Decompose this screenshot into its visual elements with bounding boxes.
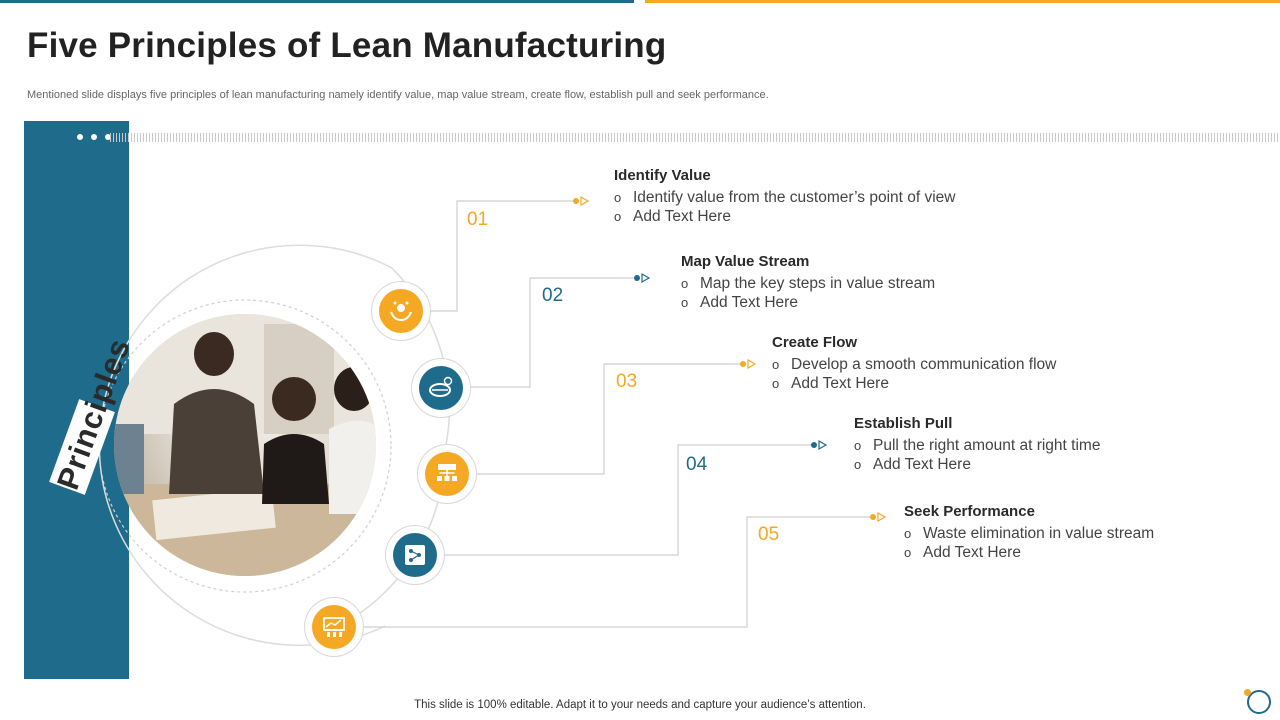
- decorative-hatch-strip: [110, 133, 1280, 142]
- slide-subtitle: Mentioned slide displays five principles…: [27, 89, 769, 101]
- principle-2-bullet-2: o Add Text Here: [681, 294, 798, 311]
- corner-logo-dot: [1244, 689, 1251, 696]
- globe-network-icon: [419, 366, 463, 410]
- principle-1-icon-badge: [372, 282, 430, 340]
- principle-3-title: Create Flow: [772, 334, 858, 351]
- principle-5: Seek Performance o Waste elimination in v…: [904, 503, 1154, 562]
- flowchart-icon: [425, 452, 469, 496]
- hands-value-icon: [379, 289, 423, 333]
- slide-title: Five Principles of Lean Manufacturing: [27, 26, 667, 65]
- principle-3-icon-badge: [418, 445, 476, 503]
- principle-2-number: 02: [542, 285, 564, 306]
- principle-5-bullet-1: o Waste elimination in value stream: [904, 525, 1155, 542]
- principle-1-title: Identify Value: [614, 167, 711, 184]
- principle-3-number: 03: [616, 371, 638, 392]
- process-board-icon: [393, 533, 437, 577]
- principle-5-icon-badge: [305, 598, 363, 656]
- principle-4-icon-badge: [386, 526, 444, 584]
- principle-4-number: 04: [686, 454, 708, 475]
- principle-1-bullet-1: o Identify value from the customer’s poin…: [614, 189, 956, 206]
- principle-3-bullet-2: o Add Text Here: [772, 375, 889, 392]
- performance-chart-icon: [312, 605, 356, 649]
- principle-1-number: 01: [467, 209, 489, 230]
- principle-2-icon-badge: [412, 359, 470, 417]
- principle-4: Establish Pull o Pull the right amount at…: [854, 415, 1100, 474]
- principle-3: Create Flow o Develop a smooth communicat…: [772, 334, 1056, 393]
- top-accent-bar-blue: [0, 0, 634, 3]
- principle-1-bullet-2: o Add Text Here: [614, 208, 731, 225]
- principle-4-bullet-1: o Pull the right amount at right time: [854, 437, 1101, 454]
- principle-2: Map Value Stream o Map the key steps in v…: [681, 253, 935, 312]
- principle-2-bullet-1: o Map the key steps in value stream: [681, 275, 936, 292]
- principle-5-number: 05: [758, 524, 780, 545]
- team-photo: [114, 314, 376, 576]
- principle-5-bullet-2: o Add Text Here: [904, 544, 1021, 561]
- principle-1: Identify Value o Identify value from the …: [614, 167, 956, 226]
- principle-5-title: Seek Performance: [904, 503, 1035, 520]
- principle-3-bullet-1: o Develop a smooth communication flow: [772, 356, 1057, 373]
- principle-4-title: Establish Pull: [854, 415, 953, 432]
- footer-note: This slide is 100% editable. Adapt it to…: [414, 699, 866, 711]
- top-accent-bar-orange: [645, 0, 1280, 3]
- principle-2-title: Map Value Stream: [681, 253, 810, 270]
- corner-logo-ring: [1247, 690, 1271, 714]
- principle-4-bullet-2: o Add Text Here: [854, 456, 971, 473]
